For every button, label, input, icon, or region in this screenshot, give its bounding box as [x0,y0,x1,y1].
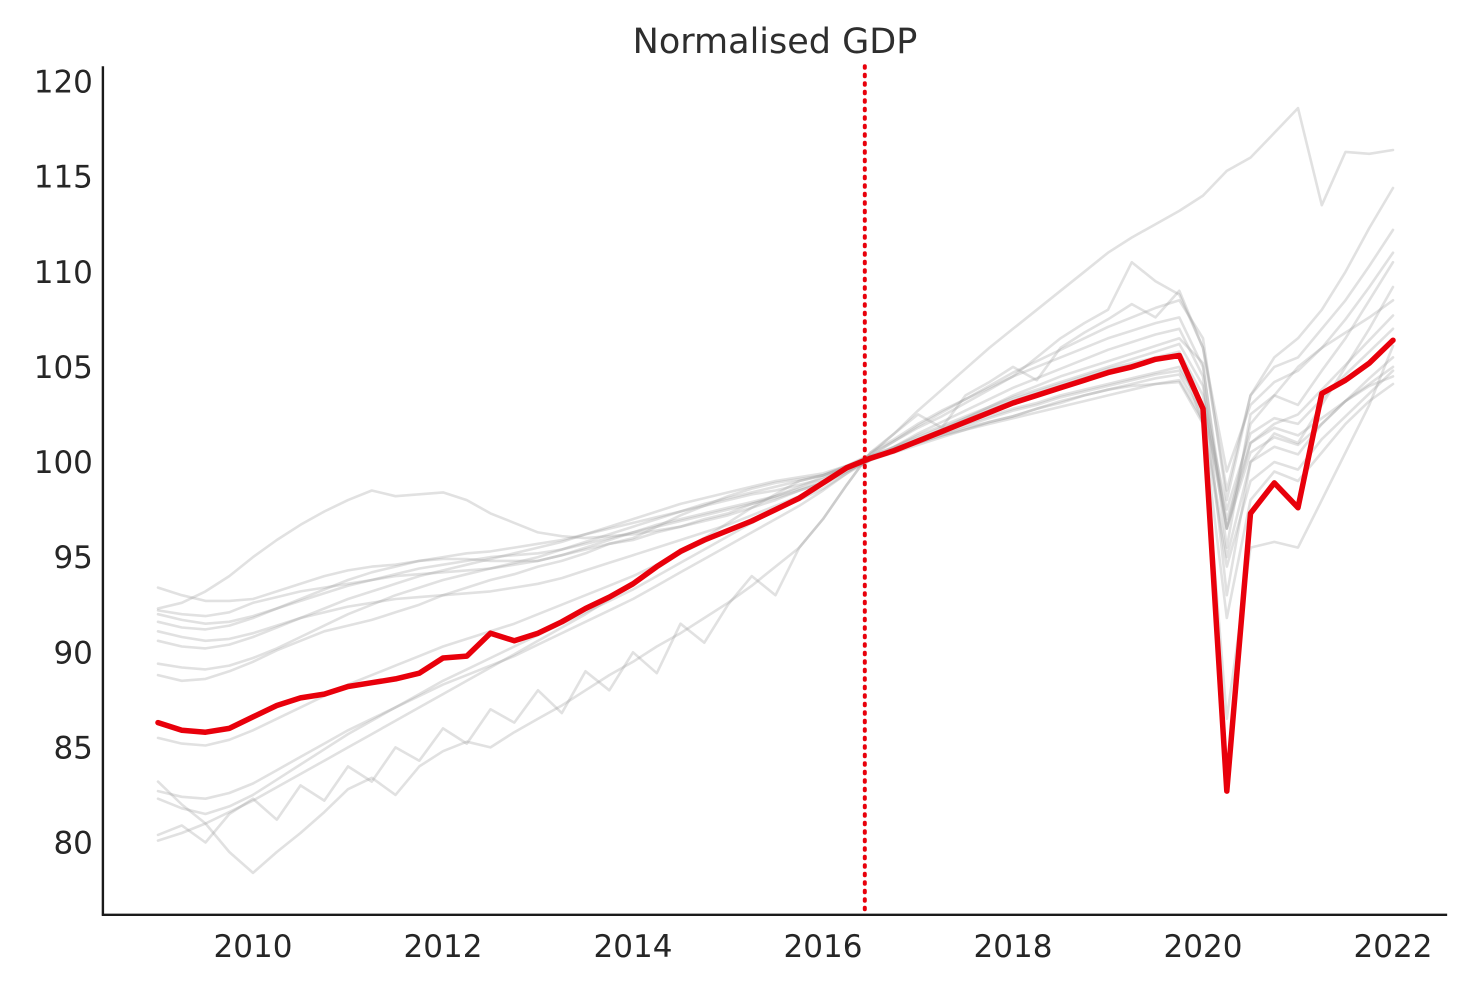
background-series-line-country-9 [156,298,1395,683]
x-tick-label-2016: 2016 [784,929,863,965]
background-series-line-country-13 [156,251,1395,816]
y-tick-labels-group: 80 85 90 95 100 105 110 115 120 [34,65,93,862]
y-tick-label-90: 90 [53,635,92,671]
y-tick-label-95: 95 [53,540,92,576]
background-series-line-country-7 [156,327,1395,650]
highlighted-series-line [155,337,1396,794]
x-tick-label-2012: 2012 [404,929,483,965]
x-tick-label-2020: 2020 [1164,929,1243,965]
y-tick-label-105: 105 [34,350,93,386]
highlighted-series-group [155,337,1396,794]
x-tick-label-2010: 2010 [214,929,293,965]
background-series-line-country-8 [156,314,1395,671]
background-series-line-country-11 [156,260,1395,875]
chart-title: Normalised GDP [633,22,918,62]
y-tick-label-85: 85 [53,730,92,766]
background-series-line-country-4 [156,369,1395,626]
background-series-line-country-15 [156,106,1395,842]
background-series-line-country-1 [156,373,1395,603]
y-tick-label-110: 110 [34,255,93,291]
y-tick-label-100: 100 [34,445,93,481]
x-tick-label-2014: 2014 [594,929,673,965]
background-series-line-country-3 [156,365,1395,618]
background-series-line-country-12 [156,228,1395,801]
y-tick-label-80: 80 [53,826,92,862]
y-tick-label-120: 120 [34,65,93,101]
x-tick-label-2018: 2018 [974,929,1053,965]
background-series-line-country-14 [156,186,1395,844]
x-tick-label-2022: 2022 [1354,929,1433,965]
background-series-line-country-2 [156,380,1395,620]
x-tick-labels-group: 2010 2012 2014 2016 2018 2020 2022 [214,929,1433,965]
y-tick-label-115: 115 [34,160,93,196]
